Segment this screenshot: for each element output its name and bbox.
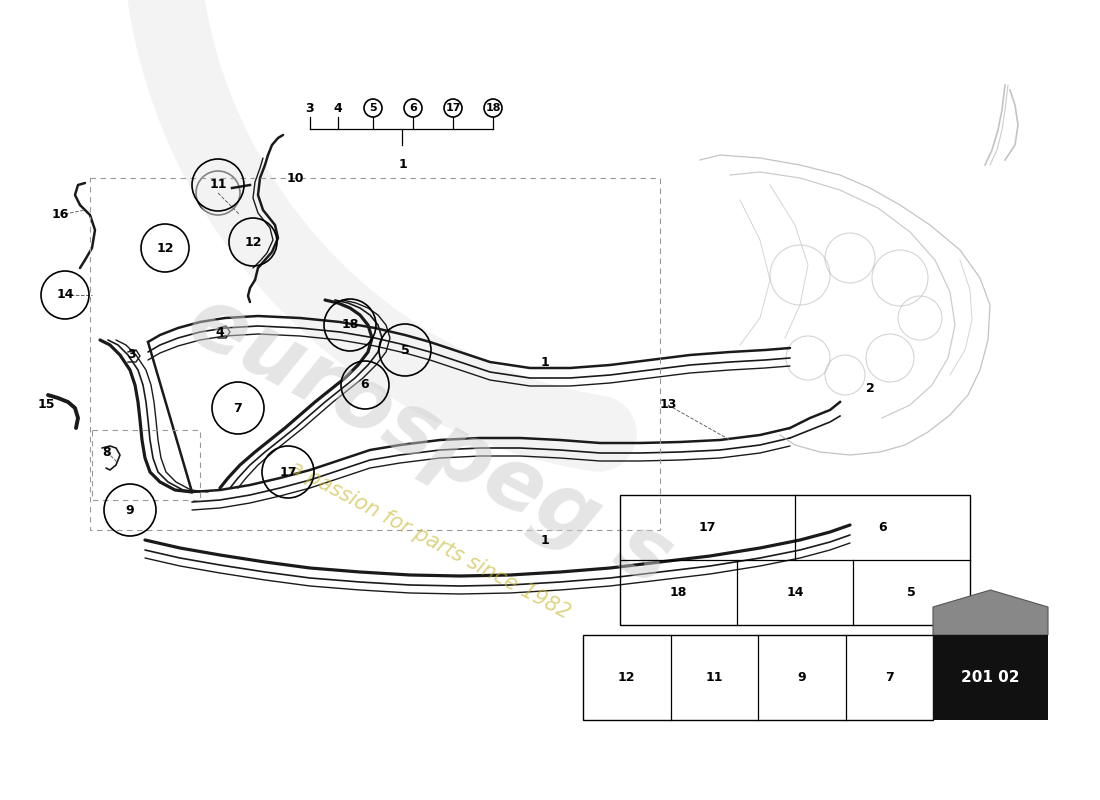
Text: 8: 8 — [102, 446, 111, 458]
Text: a passion for parts since 1982: a passion for parts since 1982 — [286, 458, 574, 622]
Text: 5: 5 — [400, 343, 409, 357]
Text: 7: 7 — [233, 402, 242, 414]
Text: 6: 6 — [409, 103, 417, 113]
Text: 14: 14 — [56, 289, 74, 302]
Text: 16: 16 — [52, 209, 68, 222]
Text: 1: 1 — [398, 158, 407, 171]
Text: 11: 11 — [705, 671, 723, 684]
Text: 6: 6 — [361, 378, 370, 391]
Text: 7: 7 — [884, 671, 893, 684]
Polygon shape — [933, 590, 1048, 635]
Text: 11: 11 — [209, 178, 227, 191]
Text: eurospeg s: eurospeg s — [174, 278, 686, 602]
Text: 1: 1 — [540, 355, 549, 369]
Text: 12: 12 — [244, 235, 262, 249]
Text: 13: 13 — [659, 398, 676, 411]
Text: 9: 9 — [125, 503, 134, 517]
Text: 17: 17 — [698, 521, 716, 534]
Text: 1: 1 — [540, 534, 549, 546]
Text: 5: 5 — [370, 103, 377, 113]
Text: 5: 5 — [908, 586, 916, 599]
Text: 4: 4 — [333, 102, 342, 114]
Text: 3: 3 — [128, 349, 136, 362]
Text: 12: 12 — [618, 671, 636, 684]
Text: 10: 10 — [286, 171, 304, 185]
Text: 2: 2 — [866, 382, 874, 394]
Text: 201 02: 201 02 — [961, 670, 1020, 685]
Text: 4: 4 — [216, 326, 224, 338]
Text: 18: 18 — [670, 586, 688, 599]
Text: 17: 17 — [279, 466, 297, 478]
Text: 14: 14 — [786, 586, 804, 599]
Text: 6: 6 — [878, 521, 887, 534]
FancyBboxPatch shape — [933, 635, 1048, 720]
Text: 17: 17 — [446, 103, 461, 113]
Text: 12: 12 — [156, 242, 174, 254]
Text: 18: 18 — [485, 103, 501, 113]
Text: 3: 3 — [306, 102, 315, 114]
Text: 15: 15 — [37, 398, 55, 411]
Text: 9: 9 — [798, 671, 806, 684]
Text: 18: 18 — [341, 318, 359, 331]
